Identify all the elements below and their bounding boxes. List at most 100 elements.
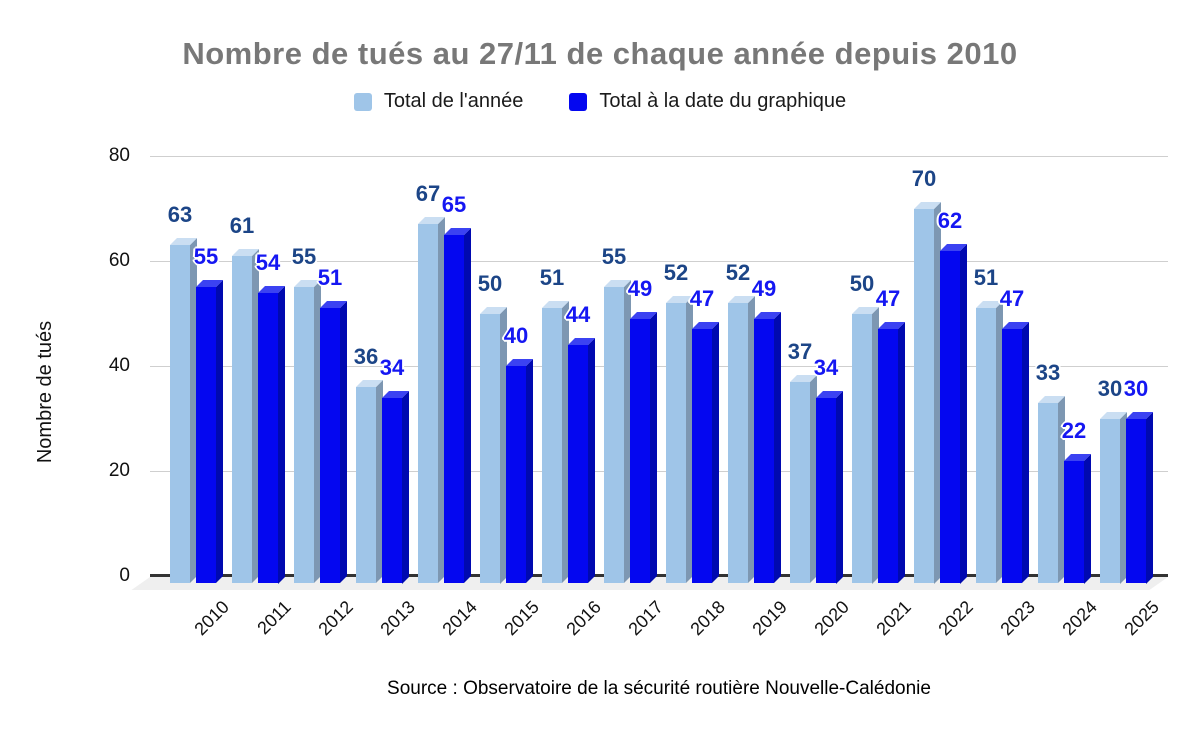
y-tick-label-0: 0 (119, 565, 130, 586)
source-caption: Source : Observatoire de la sécurité rou… (387, 678, 931, 699)
chart-title: Nombre de tués au 27/11 de chaque année … (182, 36, 1018, 71)
x-tick-label-2017: 2017 (624, 596, 667, 640)
legend-entry-total-date: Total à la date du graphique (569, 90, 846, 113)
x-tick-label-2021: 2021 (872, 596, 915, 640)
bar-2023-total-date (1002, 329, 1022, 583)
label-2019-total-annee: 52 (725, 260, 751, 285)
label-2024-total-annee: 33 (1035, 359, 1061, 385)
x-tick-label-2023: 2023 (996, 596, 1039, 640)
bar-2021-total-annee (852, 313, 872, 583)
y-tick-label-40: 40 (108, 355, 130, 376)
bar-2014-total-date (444, 234, 464, 583)
bar-2018-total-date-side (712, 322, 719, 583)
bar-2021-total-date (878, 329, 898, 583)
y-axis-title: Nombre de tués (34, 320, 56, 464)
y-tick-label-60: 60 (108, 250, 130, 271)
label-2015-total-date: 40 (503, 323, 529, 348)
chart-legend: Total de l'année Total à la date du grap… (0, 90, 1200, 113)
bar-2020-total-date-side (836, 390, 843, 583)
bar-2010-total-date (196, 287, 216, 583)
bar-2024-total-annee (1038, 402, 1058, 583)
label-2021-total-date: 47 (875, 286, 901, 312)
bar-2022-total-annee (914, 208, 934, 583)
label-2023-total-annee: 51 (973, 265, 999, 291)
bar-2024-total-date (1064, 460, 1084, 583)
x-tick-label-2025: 2025 (1120, 596, 1163, 640)
label-2022-total-annee: 70 (911, 165, 937, 191)
x-tick-label-2010: 2010 (190, 596, 233, 640)
label-2022-total-date: 62 (937, 207, 963, 233)
bar-2025-total-annee (1100, 418, 1120, 583)
label-2010-total-date: 55 (193, 244, 219, 270)
bar-2012-total-date-side (340, 301, 347, 583)
label-2011-total-date: 54 (255, 249, 281, 275)
gridline-60 (150, 261, 1168, 262)
label-2017-total-annee: 55 (601, 244, 627, 270)
x-tick-label-2019: 2019 (748, 596, 791, 640)
bar-2010-total-annee (170, 245, 190, 583)
bar-2013-total-date (382, 397, 402, 583)
x-axis-baseline (150, 574, 1168, 577)
bar-2025-total-date (1126, 418, 1146, 583)
label-2020-total-date: 34 (813, 354, 839, 380)
x-tick-label-2011: 2011 (253, 596, 295, 639)
bar-2011-total-date (258, 292, 278, 583)
x-tick-label-2018: 2018 (686, 596, 729, 640)
label-2019-total-date: 49 (751, 275, 777, 301)
bar-2012-total-date (320, 308, 340, 583)
label-2011-total-annee: 61 (229, 212, 255, 238)
bar-2016-total-date (568, 345, 588, 583)
label-2014-total-annee: 67 (415, 181, 441, 207)
bar-2023-total-annee (976, 308, 996, 583)
bar-2022-total-date-side (960, 243, 967, 583)
bar-2025-total-date-side (1146, 411, 1153, 583)
legend-swatch-dark-blue-icon (569, 92, 588, 111)
bar-2018-total-date (692, 329, 712, 583)
y-tick-label-20: 20 (108, 460, 130, 481)
x-tick-label-2016: 2016 (562, 596, 605, 640)
bar-2015-total-date-side (526, 359, 533, 583)
label-2013-total-annee: 36 (353, 344, 379, 369)
label-2024-total-date: 22 (1061, 417, 1087, 443)
bar-2017-total-date (630, 318, 650, 583)
label-2020-total-annee: 37 (787, 338, 813, 364)
legend-label-total-date: Total à la date du graphique (599, 90, 847, 112)
gridline-20 (150, 471, 1168, 472)
bar-2022-total-date (940, 250, 960, 583)
y-tick-label-80: 80 (108, 145, 130, 166)
label-2025-total-date: 30 (1123, 375, 1149, 401)
legend-swatch-light-blue-icon (353, 92, 372, 111)
bar-2013-total-annee (356, 387, 376, 583)
bar-2012-total-annee (294, 287, 314, 583)
label-2023-total-date: 47 (999, 286, 1025, 312)
bar-2017-total-annee (604, 287, 624, 583)
label-2016-total-annee: 51 (539, 265, 565, 291)
bar-2016-total-annee (542, 308, 562, 583)
bar-2020-total-annee (790, 381, 810, 583)
label-2017-total-date: 49 (627, 275, 653, 301)
bar-2024-total-date-side (1084, 453, 1091, 583)
x-tick-label-2020: 2020 (810, 596, 853, 640)
label-2016-total-date: 44 (565, 302, 591, 327)
bar-2019-total-annee (728, 303, 748, 583)
bar-2017-total-date-side (650, 311, 657, 583)
x-tick-label-2014: 2014 (438, 596, 481, 640)
label-2015-total-annee: 50 (477, 270, 503, 296)
legend-entry-total-annee: Total de l'année (353, 90, 524, 113)
bar-2014-total-annee (418, 224, 438, 583)
bar-2018-total-annee (666, 303, 686, 583)
label-2014-total-date: 65 (441, 191, 467, 217)
label-2021-total-annee: 50 (849, 270, 875, 296)
x-tick-label-2013: 2013 (376, 596, 419, 640)
bar-2019-total-date (754, 318, 774, 583)
label-2013-total-date: 34 (379, 354, 405, 380)
bar-2013-total-date-side (402, 390, 409, 583)
label-2025-total-annee: 30 (1097, 375, 1123, 401)
gridline-40 (150, 366, 1168, 367)
legend-label-total-annee: Total de l'année (383, 90, 524, 112)
x-tick-label-2012: 2012 (314, 596, 357, 640)
bar-2016-total-date-side (588, 338, 595, 583)
x-tick-label-2015: 2015 (500, 596, 543, 640)
gridline-80 (150, 156, 1168, 157)
